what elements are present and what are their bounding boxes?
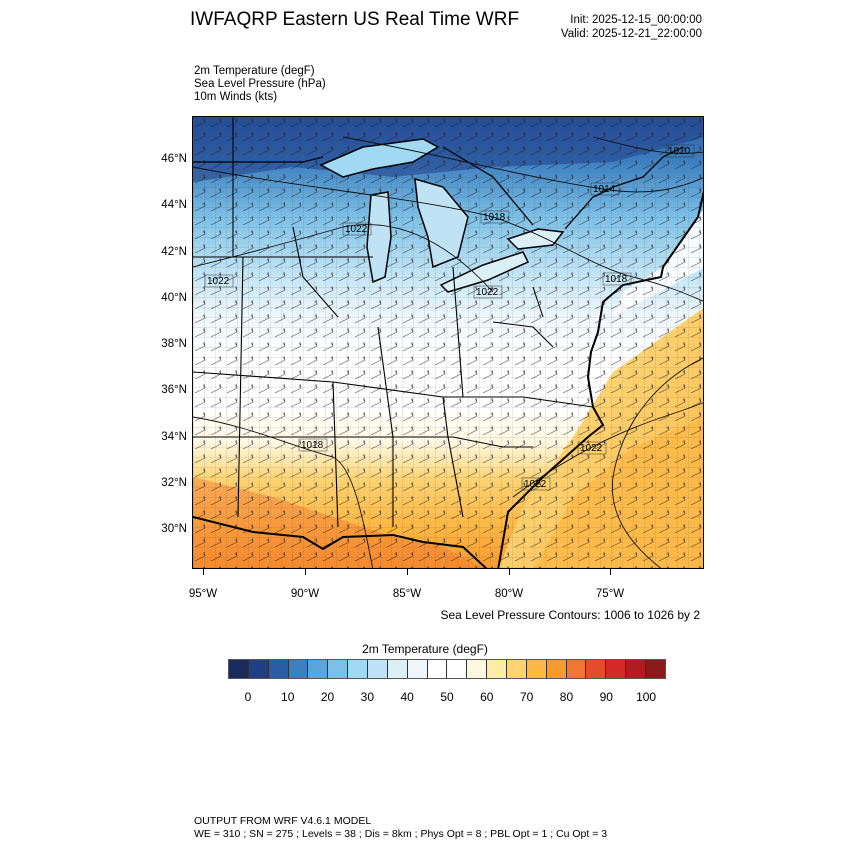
isobar-1014 — [342, 136, 703, 193]
gulf-coastline — [193, 516, 488, 568]
colorbar-swatch — [348, 660, 369, 678]
isobar-1022-offshore — [611, 357, 703, 568]
footer-settings: WE = 310 ; SN = 275 ; Levels = 38 ; Dis … — [194, 828, 608, 840]
colorbar-swatch — [626, 660, 647, 678]
colorbar-swatch — [288, 660, 309, 678]
field-label-temperature: 2m Temperature (degF) — [194, 65, 315, 77]
contour-label: 1022 — [345, 224, 368, 235]
colorbar-label: 60 — [480, 690, 494, 704]
colorbar-swatch — [646, 660, 665, 678]
colorbar-swatch — [328, 660, 349, 678]
colorbar-label: 90 — [599, 690, 613, 704]
lat-label-44: 44°N — [161, 199, 187, 211]
state-lines — [193, 117, 594, 528]
colorbar-swatch — [248, 660, 269, 678]
lake-michigan — [366, 191, 392, 284]
contour-label: 1018 — [483, 212, 506, 223]
lat-label-46: 46°N — [161, 153, 187, 165]
lat-label-34: 34°N — [161, 431, 187, 443]
canada-border — [193, 146, 684, 230]
contour-label: 1022 — [476, 287, 499, 298]
colorbar-swatch — [308, 660, 329, 678]
contour-info: Sea Level Pressure Contours: 1006 to 102… — [440, 608, 701, 622]
colorbar-label: 0 — [244, 690, 252, 704]
colorbar-label: 10 — [281, 690, 295, 704]
contour-label: 1022 — [207, 276, 230, 287]
lon-tick — [305, 569, 306, 575]
isobar-1022-coast — [512, 402, 703, 498]
lon-label-90w: 90°W — [290, 588, 320, 600]
contour-labels: 1010 1014 1018 1022 1022 1022 1018 1018 … — [204, 144, 695, 491]
colorbar-swatch — [546, 660, 567, 678]
colorbar-swatch — [407, 660, 428, 678]
lake-huron — [414, 177, 469, 269]
contour-label: 1018 — [301, 440, 324, 451]
isobar-1018 — [193, 166, 703, 302]
lon-label-95w: 95°W — [188, 588, 218, 600]
colorbar-title: 2m Temperature (degF) — [362, 642, 488, 656]
colorbar-swatch — [487, 660, 508, 678]
colorbar-swatch — [387, 660, 408, 678]
colorbar-swatch — [507, 660, 527, 678]
lon-tick — [610, 569, 611, 575]
plot-title: IWFAQRP Eastern US Real Time WRF — [190, 9, 520, 30]
colorbar-swatch — [566, 660, 587, 678]
colorbar-label: 50 — [440, 690, 454, 704]
wind-barbs — [193, 117, 703, 568]
lon-tick — [407, 569, 408, 575]
lat-label-40: 40°N — [161, 292, 187, 304]
colorbar-swatch — [606, 660, 627, 678]
colorbar-swatch — [467, 660, 488, 678]
lat-label-30: 30°N — [161, 523, 187, 535]
lon-tick — [509, 569, 510, 575]
colorbar-label: 40 — [400, 690, 414, 704]
lon-label-85w: 85°W — [392, 588, 422, 600]
lon-label-75w: 75°W — [595, 588, 625, 600]
field-label-winds: 10m Winds (kts) — [194, 91, 278, 103]
colorbar-swatch — [586, 660, 607, 678]
isobar-1010 — [592, 136, 703, 154]
weather-map: 1010 1014 1018 1022 1022 1022 1018 1018 … — [192, 116, 704, 569]
field-label-pressure: Sea Level Pressure (hPa) — [194, 78, 326, 90]
footer-model: OUTPUT FROM WRF V4.6.1 MODEL — [194, 815, 372, 827]
lat-label-36: 36°N — [161, 384, 187, 396]
colorbar-swatch — [526, 660, 547, 678]
valid-time: Valid: 2025-12-21_22:00:00 — [560, 28, 702, 40]
colorbar-swatch — [447, 660, 468, 678]
colorbar-label: 100 — [636, 690, 657, 704]
atlantic-coastline — [497, 191, 703, 568]
lake-ontario — [506, 228, 565, 250]
contour-label: 1014 — [593, 184, 616, 195]
contour-label: 1010 — [668, 146, 691, 157]
lake-erie — [439, 251, 530, 293]
lat-label-42: 42°N — [161, 246, 187, 258]
lon-tick — [203, 569, 204, 575]
colorbar — [228, 659, 666, 679]
lake-superior — [319, 138, 440, 178]
colorbar-label: 20 — [320, 690, 335, 704]
init-time: Init: 2025-12-15_00:00:00 — [570, 14, 702, 26]
contour-label: 1018 — [605, 274, 628, 285]
lat-label-32: 32°N — [161, 477, 187, 489]
contour-label: 1022 — [580, 443, 603, 454]
contour-label: 1022 — [524, 479, 547, 490]
colorbar-swatch — [268, 660, 289, 678]
colorbar-label: 30 — [360, 690, 375, 704]
colorbar-label: 70 — [519, 690, 534, 704]
lat-label-38: 38°N — [161, 338, 187, 350]
isobar-1018-south — [193, 416, 374, 568]
colorbar-swatch — [368, 660, 388, 678]
colorbar-swatch — [427, 660, 448, 678]
colorbar-swatch — [229, 660, 249, 678]
colorbar-label: 80 — [559, 690, 574, 704]
lon-label-80w: 80°W — [494, 588, 524, 600]
